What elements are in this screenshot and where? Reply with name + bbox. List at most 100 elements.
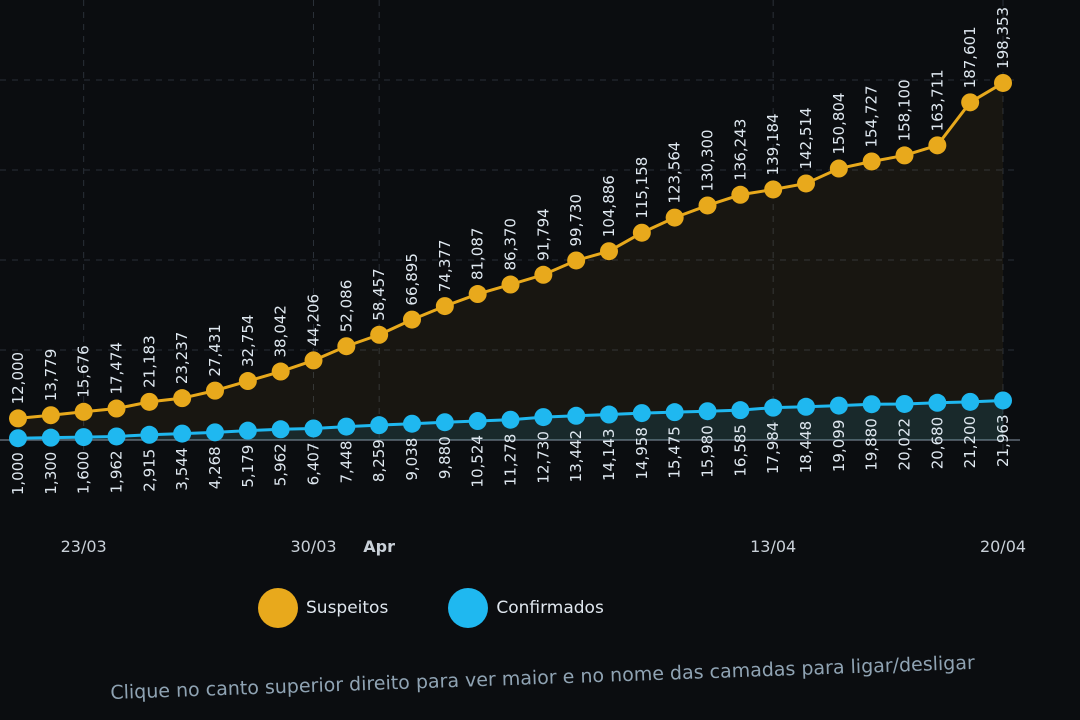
data-point	[994, 73, 1012, 92]
data-label: 13,442	[567, 430, 585, 483]
legend: Suspeitos Confirmados	[258, 588, 604, 628]
x-tick-label: 20/04	[980, 537, 1026, 556]
data-label: 74,377	[436, 240, 454, 293]
data-point	[764, 398, 783, 417]
data-point	[928, 136, 947, 155]
data-point	[435, 413, 454, 432]
data-label: 16,585	[731, 424, 749, 477]
data-point	[928, 393, 947, 412]
data-point	[238, 421, 257, 440]
data-point	[206, 381, 224, 400]
data-label: 12,000	[9, 352, 27, 405]
data-point	[600, 405, 618, 424]
data-label: 115,158	[633, 157, 651, 219]
data-label: 10,524	[469, 435, 487, 488]
data-point	[140, 392, 159, 411]
data-label: 104,886	[600, 175, 618, 237]
data-point	[895, 146, 914, 165]
data-point	[206, 423, 224, 442]
data-point	[731, 401, 750, 420]
data-point	[665, 208, 684, 227]
data-point	[764, 180, 783, 199]
data-label: 139,184	[764, 113, 782, 175]
data-point	[632, 404, 651, 423]
data-label: 17,984	[764, 422, 782, 475]
x-tick-label: 13/04	[750, 537, 796, 556]
data-point	[370, 325, 389, 344]
data-label: 17,474	[108, 342, 126, 395]
data-label: 9,038	[403, 438, 421, 481]
data-label: 99,730	[567, 194, 585, 247]
data-point	[403, 310, 421, 329]
data-point	[74, 402, 93, 421]
data-point	[829, 396, 848, 415]
data-label: 4,268	[206, 446, 224, 489]
data-label: 20,680	[928, 417, 946, 470]
data-label: 158,100	[896, 79, 914, 141]
data-label: 44,206	[305, 294, 323, 347]
legend-item-suspeitos[interactable]: Suspeitos	[258, 588, 388, 628]
data-label: 15,475	[666, 426, 684, 479]
x-tick-label: 23/03	[61, 537, 107, 556]
data-point	[961, 93, 980, 112]
data-point	[74, 428, 93, 447]
data-point	[140, 425, 159, 444]
data-label: 198,353	[994, 7, 1012, 69]
data-point	[698, 402, 717, 421]
data-label: 9,880	[436, 436, 454, 479]
x-tick-label: Apr	[363, 537, 395, 556]
data-label: 130,300	[699, 129, 717, 191]
x-tick-label: 30/03	[290, 537, 336, 556]
data-point	[173, 389, 192, 408]
data-label: 23,237	[173, 332, 191, 385]
data-label: 14,958	[633, 427, 651, 480]
legend-swatch-confirmados	[448, 588, 489, 628]
data-point	[665, 403, 684, 422]
data-label: 3,544	[173, 448, 191, 491]
data-label: 11,278	[502, 434, 520, 487]
data-point	[337, 417, 356, 436]
data-label: 20,022	[896, 418, 914, 471]
footer-hint: Clique no canto superior direito para ve…	[110, 651, 976, 704]
data-label: 21,200	[961, 416, 979, 469]
data-point	[567, 251, 586, 270]
data-label: 52,086	[337, 280, 355, 333]
data-label: 123,564	[666, 142, 684, 204]
data-label: 142,514	[797, 107, 815, 169]
data-point	[600, 242, 618, 261]
data-point	[337, 337, 356, 356]
data-point	[271, 420, 290, 439]
data-point	[9, 429, 27, 448]
data-point	[829, 159, 848, 178]
data-label: 1,000	[9, 452, 27, 495]
legend-label: Suspeitos	[306, 598, 389, 618]
data-point	[534, 265, 553, 284]
data-point	[468, 285, 487, 304]
data-label: 14,143	[600, 429, 618, 482]
data-label: 12,730	[534, 431, 552, 484]
data-label: 1,600	[75, 451, 93, 494]
data-point	[862, 152, 881, 171]
data-label: 91,794	[534, 208, 552, 261]
data-point	[107, 399, 126, 418]
data-label: 5,962	[272, 443, 290, 486]
data-point	[304, 351, 323, 370]
legend-item-confirmados[interactable]: Confirmados	[448, 588, 604, 628]
data-point	[271, 362, 290, 381]
legend-swatch-suspeitos	[258, 588, 298, 628]
data-label: 21,183	[140, 335, 158, 388]
data-label: 150,804	[830, 93, 848, 155]
data-label: 21,963	[994, 414, 1012, 467]
data-label: 187,601	[961, 26, 979, 88]
data-label: 154,727	[863, 85, 881, 147]
data-label: 15,676	[75, 345, 93, 398]
data-point	[632, 223, 651, 242]
data-point	[698, 196, 717, 215]
data-label: 27,431	[206, 324, 224, 377]
data-point	[304, 419, 323, 438]
data-label: 32,754	[239, 315, 257, 368]
data-label: 81,087	[469, 228, 487, 280]
data-point	[797, 397, 815, 416]
data-label: 5,179	[239, 445, 257, 488]
data-label: 18,448	[797, 421, 815, 474]
